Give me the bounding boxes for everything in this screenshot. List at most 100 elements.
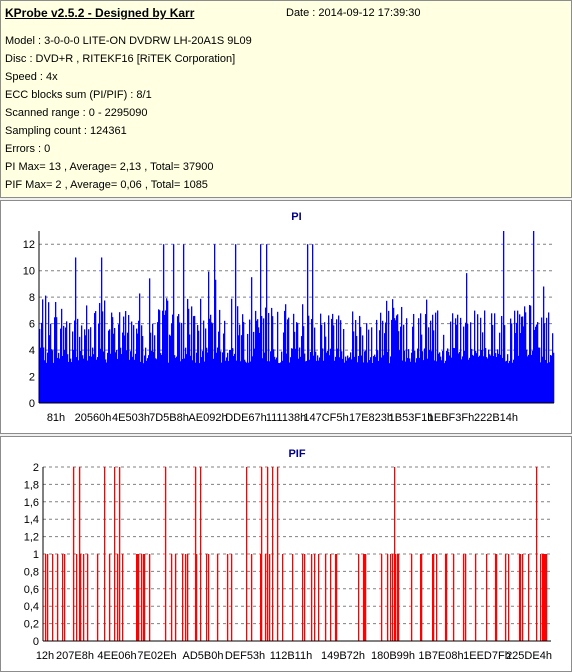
pif-bar bbox=[421, 554, 423, 641]
pif-bar bbox=[122, 554, 124, 641]
pif-bar bbox=[246, 467, 248, 641]
pif-bar bbox=[395, 554, 397, 641]
pif-bar bbox=[335, 554, 337, 641]
pi-bar bbox=[352, 311, 354, 403]
pif-x-tick-label: 225DE4h bbox=[506, 650, 552, 662]
pi-bar bbox=[470, 322, 472, 403]
pi-x-tick-label: DDE67h bbox=[225, 412, 267, 424]
pi-bar bbox=[288, 317, 290, 403]
pi-bar bbox=[355, 320, 357, 403]
pif-bar bbox=[546, 554, 548, 641]
pif-bar bbox=[394, 467, 396, 641]
pi-bar bbox=[48, 302, 50, 403]
pi-bar bbox=[123, 316, 125, 403]
pi-x-tick-label: 111138h bbox=[266, 412, 306, 424]
pi-bar bbox=[311, 319, 313, 403]
pi-bar bbox=[522, 316, 524, 403]
pi-bar bbox=[74, 320, 76, 403]
pif-x-tick-label: DEF53h bbox=[225, 650, 265, 662]
pif-bar bbox=[387, 554, 389, 641]
pif-bar bbox=[420, 554, 422, 641]
pif-bar bbox=[432, 554, 434, 641]
pif-bar bbox=[292, 554, 294, 641]
pif-bar bbox=[83, 554, 85, 641]
pi-bar bbox=[98, 323, 100, 403]
pi-bar bbox=[251, 277, 253, 403]
pif-bar bbox=[80, 554, 82, 641]
pif-y-tick-label: 0,2 bbox=[24, 619, 39, 631]
pi-bar bbox=[380, 312, 382, 403]
pif-bar bbox=[119, 467, 121, 641]
pi-bar bbox=[272, 316, 274, 403]
pi-bar bbox=[77, 318, 79, 403]
pif-bar bbox=[436, 554, 438, 641]
pi-bar bbox=[521, 316, 523, 403]
pi-bar bbox=[546, 317, 548, 403]
ecc-line: ECC blocks sum (PI/PIF) : 8/1 bbox=[5, 89, 152, 101]
pif-bar bbox=[206, 554, 208, 641]
pi-bar bbox=[401, 306, 403, 403]
pi-bar bbox=[285, 304, 287, 403]
errors-line: Errors : 0 bbox=[5, 143, 51, 155]
pi-bar bbox=[543, 286, 545, 403]
pif-x-tick-label: 149B72h bbox=[321, 650, 365, 662]
pi-bar bbox=[162, 310, 164, 403]
pif-bar bbox=[475, 554, 477, 641]
pi-bar bbox=[172, 314, 174, 403]
pi-bar bbox=[435, 312, 437, 403]
pi-bar bbox=[249, 319, 251, 403]
pi-bar bbox=[385, 322, 387, 403]
pi-bar bbox=[541, 317, 543, 403]
pi-bar bbox=[312, 244, 314, 403]
pi-bar bbox=[437, 310, 439, 403]
pif-bar bbox=[260, 554, 262, 641]
pi-bar bbox=[366, 323, 368, 403]
pi-bar bbox=[179, 322, 181, 403]
pif-bar bbox=[195, 467, 197, 641]
pif-bar bbox=[138, 554, 140, 641]
pi-bar bbox=[293, 313, 295, 403]
pif-bar bbox=[445, 554, 447, 641]
pi-bar bbox=[308, 315, 310, 403]
pi-bar bbox=[164, 314, 166, 403]
pif-bar bbox=[97, 554, 99, 641]
pi-bar bbox=[465, 322, 467, 403]
pif-bar bbox=[45, 554, 47, 641]
pi-bar bbox=[237, 306, 239, 403]
pi-bar bbox=[480, 317, 482, 403]
pi-bar bbox=[413, 313, 415, 403]
pi-bar bbox=[211, 322, 213, 403]
pi-bar bbox=[544, 323, 546, 403]
pi-bar bbox=[235, 244, 237, 403]
pi-bar bbox=[406, 318, 408, 403]
pif-bar bbox=[365, 554, 367, 641]
pi-bar bbox=[173, 244, 175, 403]
pi-bar bbox=[425, 314, 427, 403]
pif-bar bbox=[208, 554, 210, 641]
pif-bar bbox=[544, 554, 546, 641]
pif-bar bbox=[325, 554, 327, 641]
pi-bar bbox=[149, 278, 151, 403]
pi-bar bbox=[328, 315, 330, 403]
pif-bar bbox=[231, 554, 233, 641]
pi-bar bbox=[266, 244, 268, 403]
pi-bar bbox=[181, 322, 183, 403]
pif-bar bbox=[302, 554, 304, 641]
pi-bar bbox=[466, 273, 468, 403]
pi-bar bbox=[525, 312, 527, 403]
pi-x-tick-label: 1B53F1h bbox=[389, 412, 434, 424]
disc-line: Disc : DVD+R , RITEKF16 [RiTEK Corporati… bbox=[5, 53, 236, 65]
pi-bar bbox=[191, 306, 193, 403]
pif-bar bbox=[397, 554, 399, 641]
pi-bar bbox=[391, 319, 393, 403]
pi-bar bbox=[340, 320, 342, 403]
pi-bar bbox=[455, 318, 457, 403]
pi-bar bbox=[203, 320, 205, 403]
pif-bar bbox=[47, 554, 49, 641]
pi-bar bbox=[548, 312, 550, 403]
pif-chart: PIF 0 0,2 0,4 0,6 0,8 1 1,2 1,4 1,6 1,8 2 12h 207E8h 4… bbox=[24, 448, 552, 662]
pif-bar bbox=[79, 467, 81, 641]
pi-bar bbox=[167, 300, 169, 403]
pi-bar bbox=[159, 310, 161, 403]
speed-line: Speed : 4x bbox=[5, 71, 58, 83]
